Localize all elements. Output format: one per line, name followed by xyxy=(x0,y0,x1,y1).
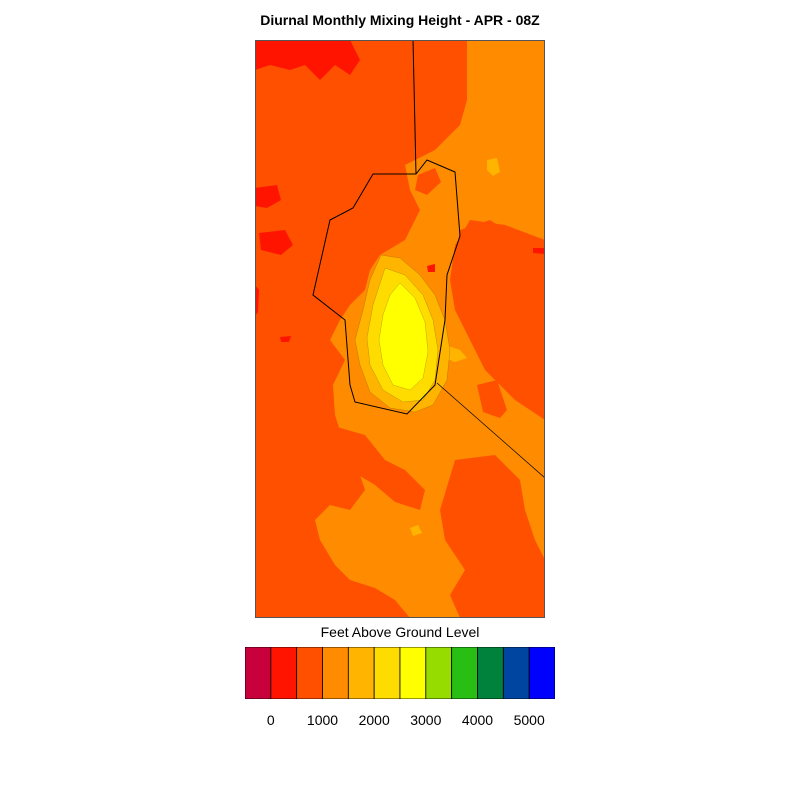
colorbar-tick-label: 1000 xyxy=(306,712,339,728)
contour-region-amber xyxy=(410,525,422,536)
colorbar-bin xyxy=(425,647,453,699)
contour-region-amber xyxy=(445,345,467,362)
colorbar-tick-label: 2000 xyxy=(358,712,390,728)
mixing-height-map xyxy=(255,40,545,618)
contour-region-red xyxy=(533,248,545,254)
contour-region-orangered xyxy=(477,380,507,418)
colorbar-bin xyxy=(477,647,504,699)
contour-region-red xyxy=(280,336,291,342)
contour-region-orangered xyxy=(330,425,425,510)
colorbar-tick-label: 0 xyxy=(266,712,275,728)
colorbar-bin xyxy=(528,647,555,699)
colorbar-bin xyxy=(502,647,530,699)
contour-region-orangered xyxy=(453,220,540,330)
contour-region-red xyxy=(255,185,281,208)
contour-region-red xyxy=(259,230,293,255)
map-frame xyxy=(255,40,545,618)
contour-region-yellow xyxy=(379,283,428,390)
colorbar-bin xyxy=(270,647,298,699)
colorbar-bin xyxy=(296,647,323,699)
colorbar-label: Feet Above Ground Level xyxy=(320,624,480,640)
colorbar-bin xyxy=(245,647,272,699)
colorbar-tick-label: 3000 xyxy=(410,712,442,728)
chart-title: Diurnal Monthly Mixing Height - APR - 08… xyxy=(260,12,540,28)
colorbar xyxy=(245,647,555,699)
colorbar-tick-label: 5000 xyxy=(513,712,545,728)
colorbar-bin xyxy=(451,647,478,699)
contour-region-orangered xyxy=(255,518,345,618)
contour-region-red xyxy=(255,40,360,80)
colorbar-bin xyxy=(399,647,427,699)
colorbar-tick-label: 4000 xyxy=(461,712,494,728)
colorbar-bin xyxy=(373,647,401,699)
contour-region-orangered xyxy=(415,168,441,195)
contour-region-red xyxy=(427,264,435,272)
contour-region-orangered xyxy=(440,455,545,618)
boundary-line xyxy=(412,40,417,175)
contour-region-amber xyxy=(487,158,500,176)
boundary-line xyxy=(312,159,461,415)
contour-region-orangered xyxy=(405,40,467,150)
colorbar-bin xyxy=(347,647,375,699)
boundary-lines xyxy=(312,40,545,479)
boundary-line xyxy=(436,382,545,479)
colorbar-bin xyxy=(322,647,349,699)
contour-region-orangered xyxy=(255,440,315,618)
